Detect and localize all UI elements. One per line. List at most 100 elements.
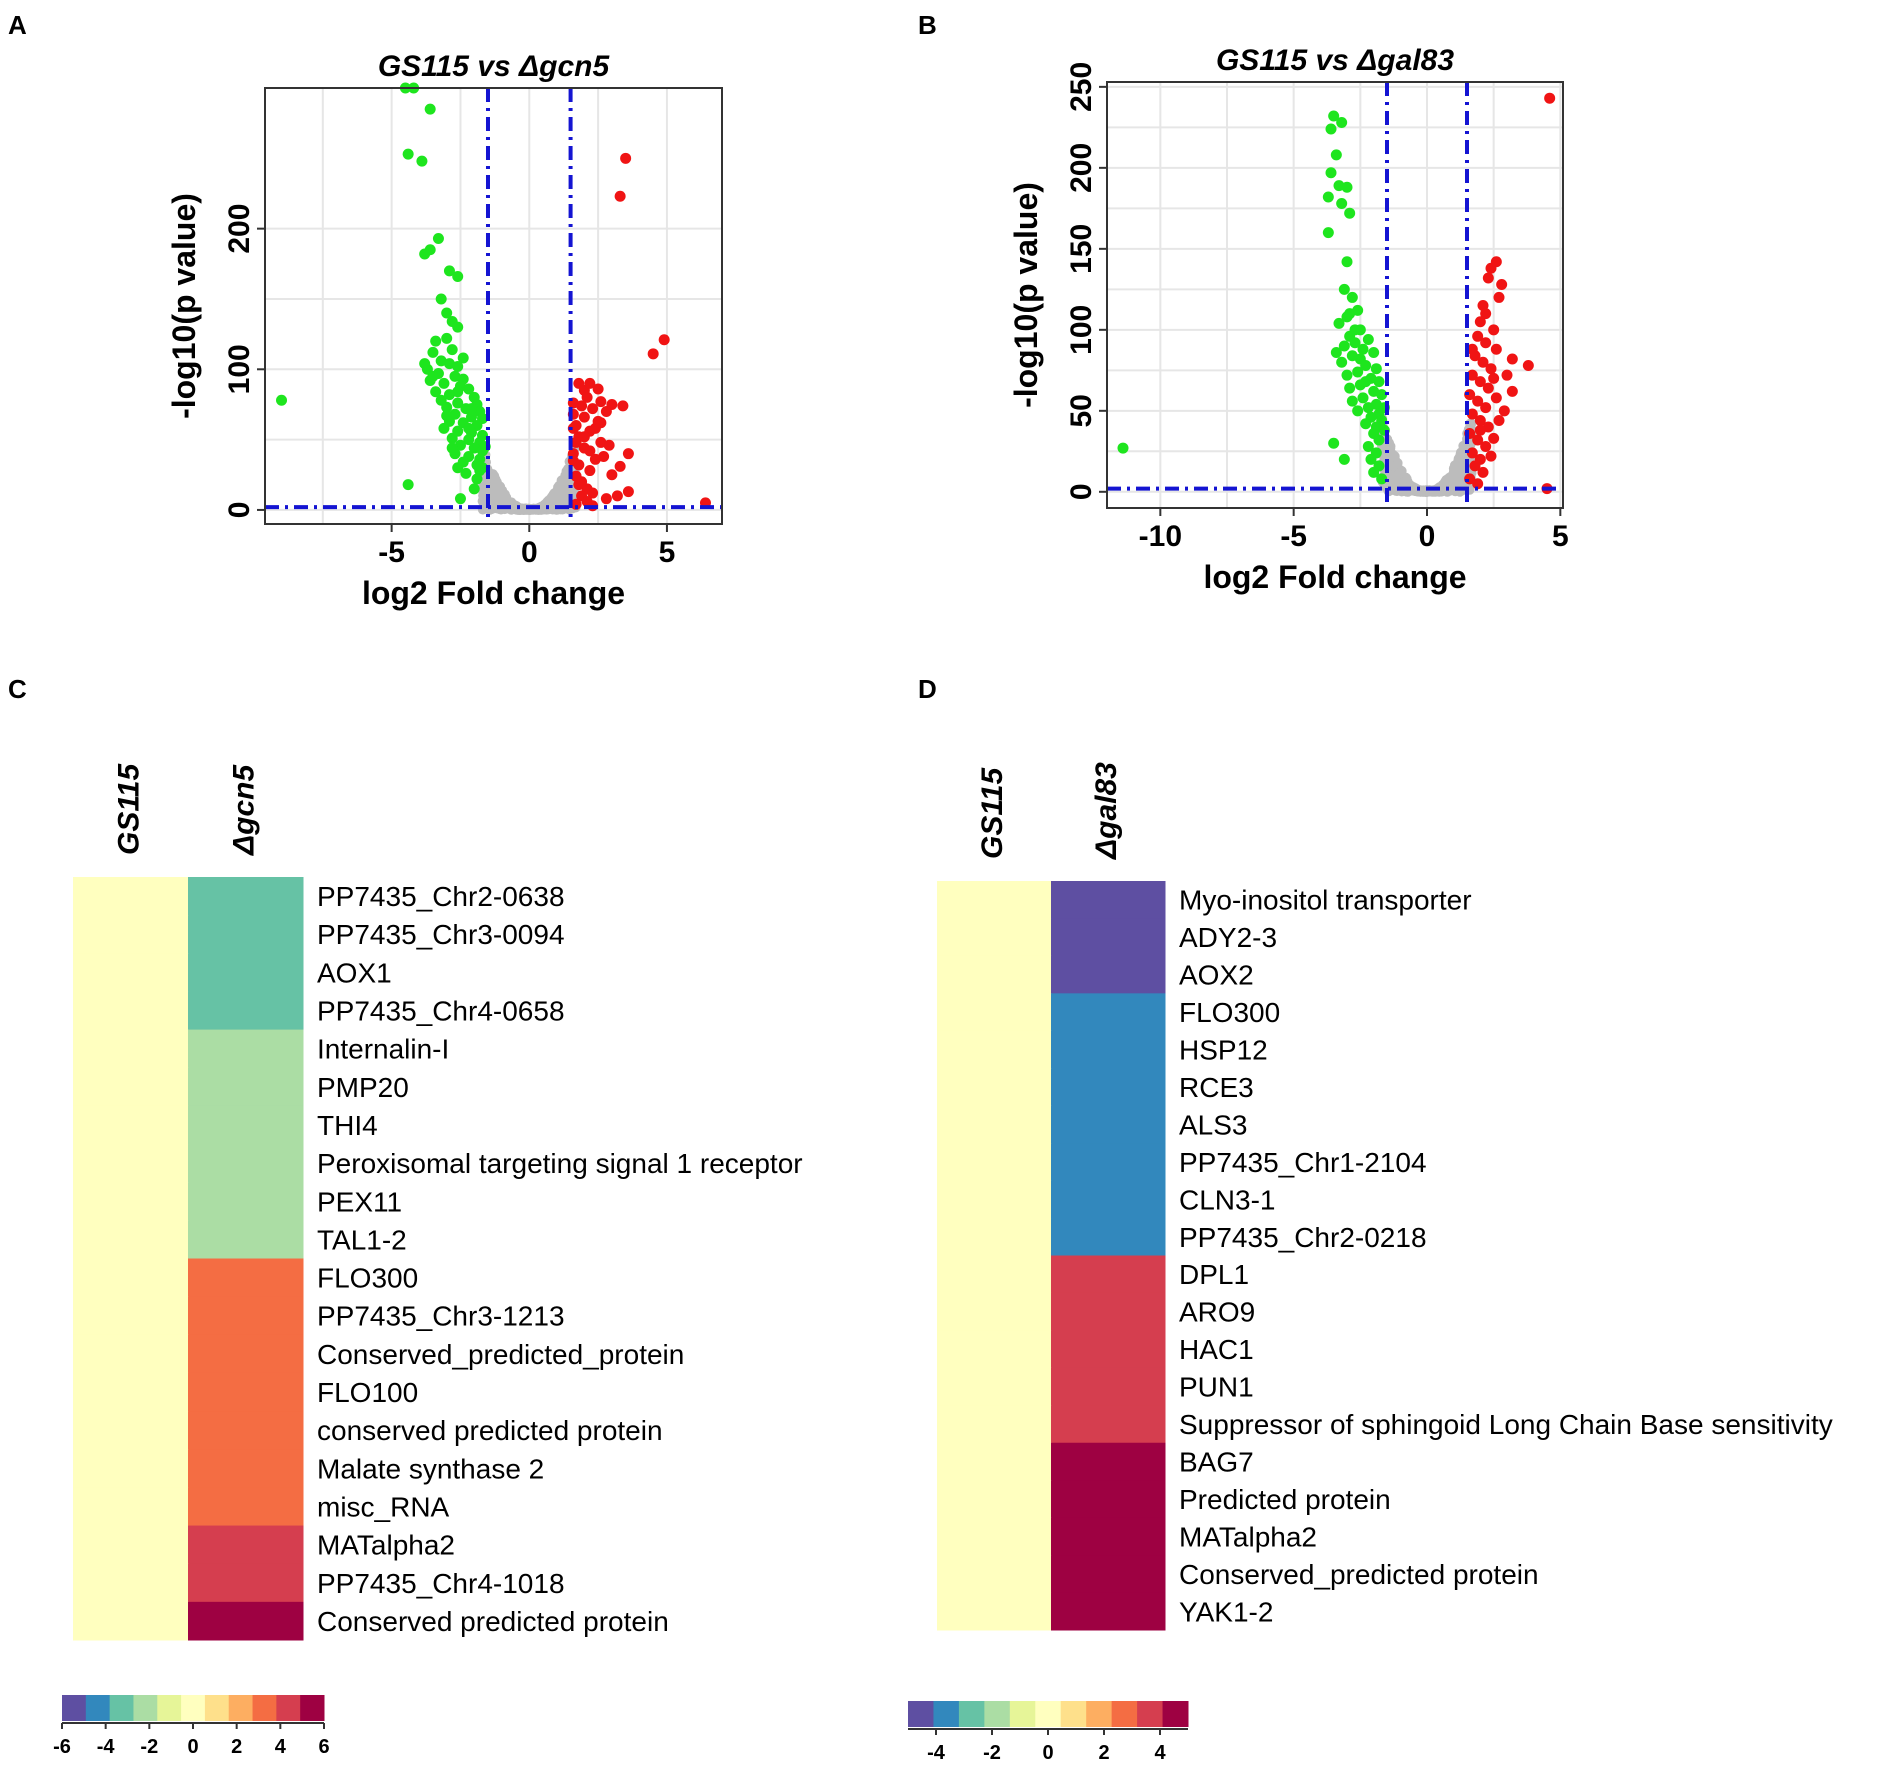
up-point: [1488, 324, 1500, 336]
down-point: [1357, 392, 1369, 404]
down-point: [1352, 366, 1364, 378]
heatmap-cell: [73, 877, 189, 916]
color-key-swatch: [109, 1695, 134, 1721]
down-point: [446, 442, 458, 454]
up-point: [570, 498, 582, 510]
panel-label-a: A: [8, 10, 27, 40]
panel-label-c: C: [8, 674, 27, 704]
down-point: [463, 422, 475, 434]
up-point: [578, 411, 590, 423]
y-tick-label: 0: [223, 502, 256, 519]
down-point: [430, 335, 442, 347]
heatmap-cell: [1051, 1330, 1166, 1369]
heatmap-cell: [188, 1525, 304, 1565]
y-tick-label: 100: [223, 344, 256, 394]
up-point: [622, 486, 634, 498]
row-label: HSP12: [1179, 1035, 1268, 1066]
down-point: [1362, 334, 1374, 346]
down-point: [427, 370, 439, 382]
heatmap-cell: [937, 1068, 1052, 1107]
row-label: FLO100: [317, 1377, 418, 1408]
y-tick-label: 250: [1065, 62, 1098, 112]
heatmap-cell: [73, 1182, 189, 1221]
heatmap-cell: [1051, 1480, 1166, 1519]
down-point: [443, 358, 455, 370]
heatmap-cell: [188, 1258, 304, 1298]
color-key-swatch: [62, 1695, 87, 1721]
down-point: [452, 386, 464, 398]
down-point: [419, 248, 431, 260]
down-point: [449, 370, 461, 382]
column-header: Δgcn5: [228, 764, 261, 856]
down-point: [416, 155, 428, 167]
down-point: [1336, 197, 1348, 209]
row-label: RCE3: [1179, 1072, 1254, 1103]
y-tick-label: 0: [1065, 483, 1098, 500]
heatmap-cell: [1051, 1068, 1166, 1107]
up-point: [614, 190, 626, 202]
row-label: FLO300: [1179, 997, 1280, 1028]
up-point: [1480, 402, 1492, 414]
down-point: [465, 411, 477, 423]
row-label: Conserved predicted protein: [317, 1606, 669, 1637]
color-key-swatch: [133, 1695, 158, 1721]
plot-frame: [1106, 81, 1564, 509]
column-header: Δgal83: [1090, 762, 1123, 860]
color-key-swatch: [276, 1695, 301, 1721]
color-key-swatch: [1060, 1701, 1087, 1727]
row-label: Predicted protein: [1179, 1484, 1391, 1515]
heatmap-cell: [73, 1563, 189, 1603]
up-point: [570, 436, 582, 448]
row-label: PP7435_Chr4-0658: [317, 996, 565, 1027]
up-point: [617, 400, 629, 412]
down-point: [1338, 283, 1350, 295]
heatmap-cell: [188, 1601, 304, 1641]
y-axis-label: -log10(p value): [1008, 182, 1044, 408]
up-point: [1480, 308, 1492, 320]
down-point: [1373, 434, 1385, 446]
x-tick-label: 0: [1419, 520, 1436, 553]
row-label: AOX2: [1179, 960, 1254, 991]
color-key-swatch: [204, 1695, 230, 1721]
heatmap-cell: [73, 1372, 189, 1412]
down-point: [454, 493, 466, 505]
heatmap-cell: [188, 1296, 304, 1336]
down-point: [468, 442, 480, 454]
ns-point: [558, 480, 569, 491]
color-key-swatch: [181, 1695, 206, 1721]
row-label: MATalpha2: [1179, 1521, 1317, 1552]
up-point: [1506, 385, 1518, 397]
up-point: [1466, 447, 1478, 459]
down-point: [1370, 363, 1382, 375]
down-point: [424, 103, 436, 115]
down-point: [1336, 356, 1348, 368]
row-label: ARO9: [1179, 1297, 1255, 1328]
y-tick-label: 200: [1065, 143, 1098, 193]
row-label: Conserved_predicted_protein: [317, 1339, 684, 1370]
row-label: PP7435_Chr3-0094: [317, 919, 565, 950]
color-key-label: 6: [318, 1736, 329, 1758]
row-label: ADY2-3: [1179, 922, 1277, 953]
up-point: [1477, 466, 1489, 478]
color-key-swatch: [1086, 1701, 1113, 1727]
up-point: [1480, 337, 1492, 349]
up-point: [584, 377, 596, 389]
heatmap-cell: [1051, 1255, 1166, 1294]
row-label: DPL1: [1179, 1259, 1249, 1290]
x-tick-label: 5: [659, 536, 676, 569]
up-point: [606, 398, 618, 410]
heatmap-cell: [1051, 918, 1166, 957]
color-key-swatch: [1137, 1701, 1164, 1727]
down-point: [1360, 376, 1372, 388]
up-point: [595, 436, 607, 448]
up-point: [595, 396, 607, 408]
up-point: [1482, 382, 1494, 394]
down-point: [1330, 347, 1342, 359]
heatmap-cell: [73, 1029, 189, 1069]
heatmap-cell: [73, 953, 189, 992]
row-label: PP7435_Chr2-0218: [1179, 1222, 1427, 1253]
down-point: [1328, 437, 1340, 449]
heatmap-cell: [937, 1442, 1052, 1481]
down-point: [454, 439, 466, 451]
heatmap-cell: [1051, 1218, 1166, 1256]
